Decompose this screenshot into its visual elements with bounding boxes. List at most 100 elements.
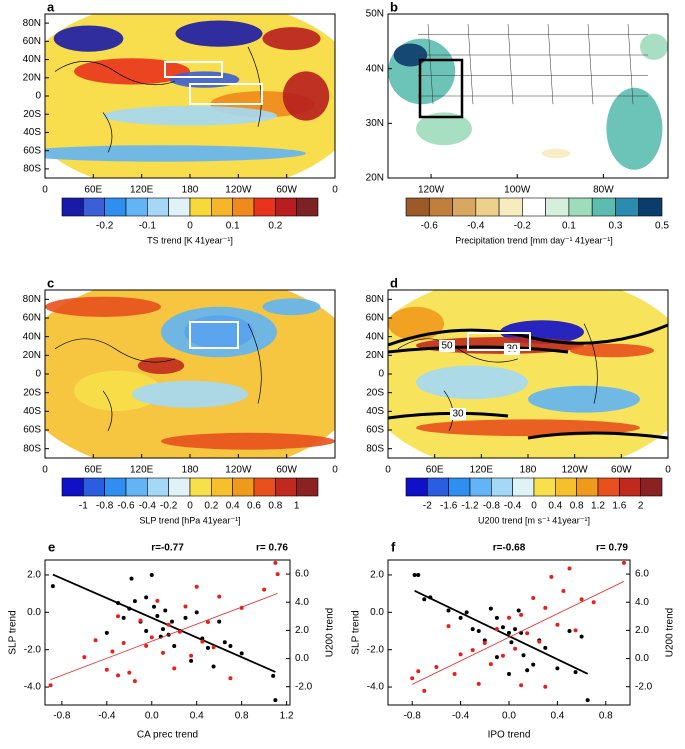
colorbar-tick-label: 0.1	[562, 221, 576, 232]
colorbar-tick-label: 0	[187, 221, 193, 232]
point	[513, 627, 518, 632]
y-tick-label: 50N	[366, 9, 384, 20]
point	[507, 615, 511, 620]
colorbar-tick-label: -0.8	[96, 501, 114, 512]
y2-tick-label: 0.0	[295, 653, 309, 664]
y-tick-label: 20S	[23, 387, 41, 398]
colorbar-box	[591, 197, 616, 217]
point	[172, 666, 177, 671]
point	[567, 629, 572, 634]
y-tick-label: 60N	[23, 313, 41, 324]
point	[48, 683, 53, 688]
contour-label: 30	[452, 409, 464, 420]
map-field	[45, 14, 335, 178]
x-tick-label: 0	[665, 465, 671, 476]
region-box	[189, 321, 239, 349]
fit-line	[50, 593, 278, 681]
y-tick-label: 60N	[366, 313, 384, 324]
y-axis-label: SLP trend	[351, 610, 362, 654]
field-blob	[137, 357, 185, 374]
y-tick-label: -4.0	[367, 682, 385, 693]
colorbar-box	[275, 477, 297, 497]
point	[549, 574, 554, 579]
x-tick-label: 180	[520, 465, 537, 476]
point	[189, 658, 194, 663]
region-box	[164, 61, 223, 78]
x-tick-label: 0.4	[550, 711, 564, 722]
colorbar-tick-label: 1	[294, 501, 300, 512]
y-tick-label: 80N	[23, 294, 41, 305]
y-tick-label: 80S	[23, 443, 41, 454]
point	[93, 638, 98, 643]
point	[537, 639, 542, 644]
y-tick-label: 0.0	[370, 607, 384, 618]
point	[579, 634, 584, 639]
point	[155, 598, 160, 603]
x-tick-label: 0	[332, 185, 338, 196]
colorbar-box	[211, 197, 233, 217]
colorbar-tick-label: 0.5	[655, 221, 669, 232]
point	[121, 641, 126, 646]
colorbar-tick-label: -0.4	[467, 221, 485, 232]
x-tick-label: 120W	[562, 465, 589, 476]
x-tick-label: 60E	[84, 185, 102, 196]
point	[488, 662, 493, 667]
colorbar-box	[168, 197, 191, 217]
contour-label-bg	[450, 408, 466, 420]
point	[591, 600, 596, 605]
plot-frame	[44, 559, 291, 706]
colorbar-tick-label: -1	[79, 501, 88, 512]
panel-label: b	[390, 0, 398, 14]
contour-label: 50	[441, 341, 453, 352]
region-box	[189, 83, 263, 105]
point	[194, 610, 199, 615]
point	[470, 627, 475, 632]
y2-tick-label: 0.0	[635, 653, 649, 664]
y-tick-label: 40N	[23, 54, 41, 65]
map-field	[388, 14, 668, 178]
point	[144, 629, 149, 634]
field-blob	[640, 33, 668, 60]
y-tick-label: 40N	[23, 331, 41, 342]
annotation: r= 0.79	[596, 543, 628, 554]
y-tick-label: 20N	[366, 350, 384, 361]
point	[585, 698, 590, 703]
point	[183, 615, 188, 620]
x-tick-label: 100W	[504, 185, 531, 196]
point	[555, 666, 560, 671]
point	[271, 673, 276, 678]
x-tick-label: 60W	[611, 465, 632, 476]
colorbar-title: Precipitation trend [mm day⁻¹ 41year⁻¹]	[455, 235, 613, 245]
y-tick-label: 60S	[23, 145, 41, 156]
y-tick-label: 40S	[23, 406, 41, 417]
y-tick-label: 40N	[366, 331, 384, 342]
x-tick-label: 120E	[130, 185, 154, 196]
x-tick-label: -0.4	[452, 711, 470, 722]
point	[104, 630, 109, 635]
field-blob	[53, 25, 124, 52]
field-blob	[416, 112, 472, 146]
x-tick-label: 0.0	[502, 711, 516, 722]
colorbar-box	[405, 477, 428, 497]
x-axis-label: CA prec trend	[137, 730, 198, 741]
point	[555, 622, 560, 627]
y2-tick-label: 6.0	[635, 569, 649, 580]
x-tick-label: 0	[42, 185, 48, 196]
y-axis-label: SLP trend	[8, 610, 19, 654]
colorbar-box	[428, 197, 453, 217]
y-tick-label: 80S	[23, 164, 41, 175]
colorbar-tick-label: 0.8	[570, 501, 584, 512]
field-blob	[132, 380, 248, 408]
colorbar-tick-label: -0.1	[139, 221, 157, 232]
x-tick-label: 0	[332, 465, 338, 476]
field-blob	[570, 343, 654, 358]
colorbar-box	[168, 477, 191, 497]
colorbar-tick-label: 2	[638, 501, 644, 512]
point	[82, 655, 87, 660]
colorbar-box	[211, 477, 233, 497]
point	[116, 673, 121, 678]
colorbar-tick-label: -1.2	[461, 501, 479, 512]
point	[422, 688, 427, 693]
field-blob	[175, 20, 263, 47]
fit-line	[52, 573, 276, 673]
